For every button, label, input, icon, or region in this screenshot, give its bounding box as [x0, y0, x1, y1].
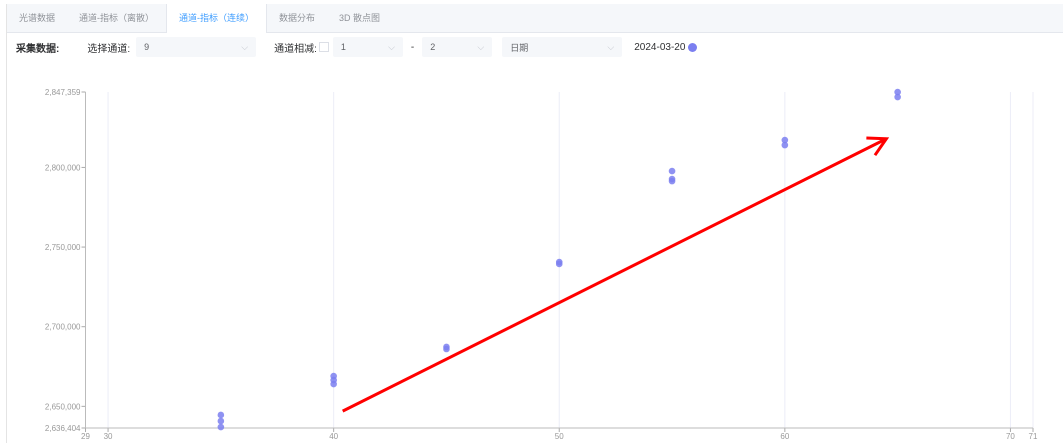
- panel: [6, 4, 1063, 443]
- subtract-a-select[interactable]: 1 ⌵: [332, 37, 403, 57]
- subtract-label: 通道相减:: [274, 43, 317, 55]
- tab-channel-discrete[interactable]: 通道-指标（离散）: [79, 13, 155, 23]
- legend-dot-icon: [688, 42, 698, 52]
- channel-label: 选择通道:: [87, 43, 131, 55]
- tab-distribution[interactable]: 数据分布: [279, 13, 316, 23]
- y-tick-label: 2,800,000: [45, 163, 81, 172]
- subtract-b-select[interactable]: 2 ⌵: [422, 37, 493, 57]
- data-point: [781, 136, 789, 144]
- x-tick-label: 50: [555, 432, 564, 441]
- collect-label: 采集数据:: [16, 43, 60, 55]
- x-tick-label: 70: [1006, 432, 1015, 441]
- y-tick-label: 2,847,359: [45, 88, 81, 97]
- date-select-value: 日期: [510, 42, 529, 53]
- data-point: [781, 141, 789, 149]
- chevron-down-icon: ⌵: [388, 41, 395, 52]
- dash: -: [410, 41, 415, 53]
- data-point: [330, 380, 337, 388]
- y-tick-label: 2,650,000: [45, 402, 81, 411]
- y-tick-label: 2,750,000: [45, 243, 81, 252]
- y-tick-label: 2,636,404: [45, 424, 81, 433]
- x-tick-label: 60: [780, 432, 789, 441]
- subtract-b-value: 2: [430, 42, 436, 52]
- chevron-down-icon: ⌵: [477, 41, 485, 52]
- data-point: [217, 423, 225, 431]
- data-point: [217, 411, 225, 419]
- data-point: [894, 93, 901, 101]
- channel-value: 9: [144, 42, 150, 52]
- legend-date[interactable]: 2024-03-20: [634, 41, 686, 53]
- x-tick-label: 71: [1029, 432, 1038, 441]
- data-point: [555, 260, 563, 268]
- channel-select[interactable]: 9 ⌵: [136, 37, 257, 57]
- subtract-checkbox[interactable]: [318, 42, 329, 52]
- y-tick-label: 2,700,000: [45, 323, 81, 332]
- data-point: [668, 177, 676, 185]
- arrow-head-icon: [866, 136, 890, 157]
- x-tick-label: 40: [329, 432, 338, 441]
- data-point: [894, 88, 901, 96]
- toolbar: 采集数据: 选择通道: 9 ⌵ 通道相减: 1 ⌵ - 2 ⌵ 日期 ⌵ 2024-03…: [16, 37, 698, 57]
- subtract-a-value: 1: [340, 42, 346, 52]
- x-tick-label: 30: [104, 432, 113, 441]
- tab-spectrum[interactable]: 光谱数据: [19, 13, 56, 23]
- annotation-arrow-line: [342, 137, 888, 413]
- date-select[interactable]: 日期 ⌵: [502, 37, 623, 57]
- tab-bar: 光谱数据 通道-指标（离散） 通道-指标（连续） 数据分布 3D 散点图: [7, 4, 1063, 33]
- tab-channel-continuous[interactable]: 通道-指标（连续）: [166, 4, 268, 33]
- data-point: [217, 417, 225, 425]
- tab-3d-scatter[interactable]: 3D 散点图: [339, 13, 381, 23]
- data-point: [668, 167, 676, 175]
- x-tick-label: 29: [81, 432, 90, 441]
- chevron-down-icon: ⌵: [607, 41, 615, 52]
- data-point: [443, 345, 450, 353]
- chevron-down-icon: ⌵: [241, 41, 249, 52]
